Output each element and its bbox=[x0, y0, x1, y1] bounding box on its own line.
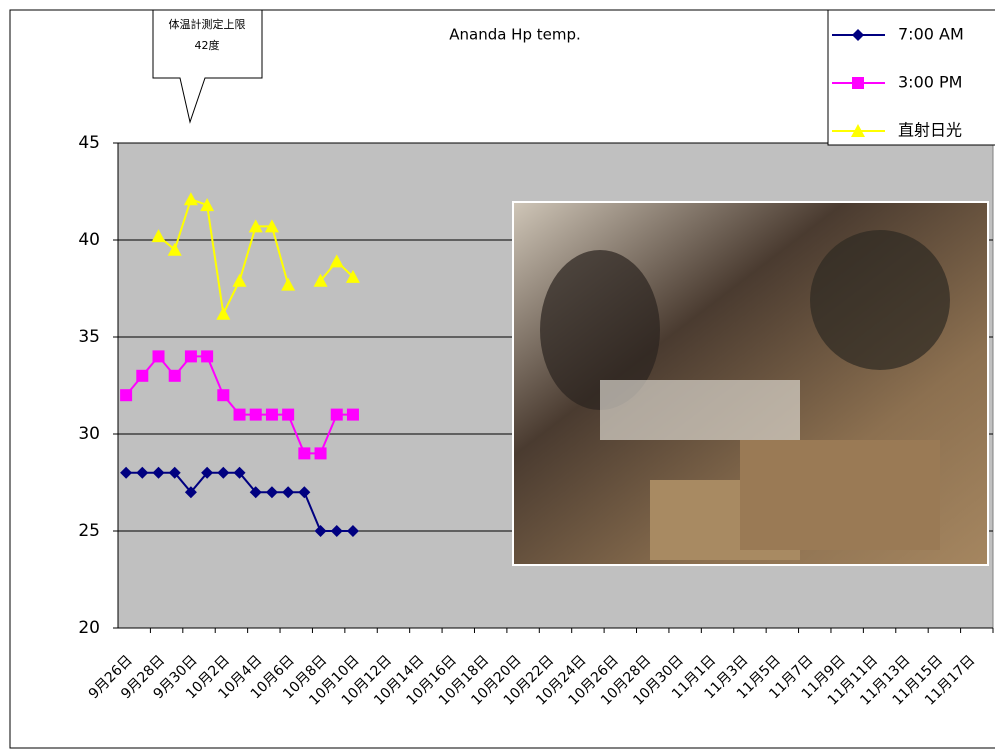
y-tick-label: 25 bbox=[78, 521, 100, 541]
marker bbox=[136, 369, 149, 382]
marker bbox=[200, 198, 215, 212]
chart-title: Ananda Hp temp. bbox=[449, 26, 581, 44]
marker bbox=[314, 447, 327, 460]
marker bbox=[168, 369, 181, 382]
y-tick-label: 20 bbox=[78, 618, 100, 638]
marker bbox=[345, 269, 360, 283]
marker bbox=[346, 525, 359, 537]
y-tick-label: 35 bbox=[78, 327, 100, 347]
marker bbox=[249, 486, 262, 499]
marker bbox=[167, 242, 182, 256]
marker bbox=[298, 486, 311, 499]
marker bbox=[281, 277, 296, 291]
y-tick-label: 45 bbox=[78, 133, 100, 153]
marker bbox=[851, 124, 865, 137]
marker bbox=[120, 466, 133, 479]
marker bbox=[184, 350, 197, 363]
annotation: 体温計測定上限 bbox=[169, 17, 246, 31]
marker bbox=[233, 466, 246, 479]
annotation: 42度 bbox=[195, 38, 220, 52]
marker bbox=[201, 466, 214, 479]
marker bbox=[120, 389, 133, 402]
marker bbox=[346, 408, 359, 421]
marker bbox=[852, 29, 864, 41]
marker bbox=[233, 408, 246, 421]
marker bbox=[282, 408, 295, 421]
marker bbox=[330, 408, 343, 421]
marker bbox=[264, 219, 279, 233]
marker bbox=[184, 486, 197, 499]
marker bbox=[201, 350, 214, 363]
photo bbox=[512, 201, 989, 566]
marker bbox=[282, 486, 295, 499]
marker bbox=[265, 408, 278, 421]
marker bbox=[217, 466, 230, 479]
marker bbox=[248, 219, 263, 233]
marker bbox=[265, 486, 278, 499]
y-tick-label: 40 bbox=[78, 230, 100, 250]
marker bbox=[298, 447, 311, 460]
legend-label: 直射日光 bbox=[898, 121, 962, 140]
marker bbox=[136, 466, 149, 479]
marker bbox=[329, 254, 344, 268]
marker bbox=[151, 229, 166, 243]
marker bbox=[217, 389, 230, 402]
legend-label: 3:00 PM bbox=[898, 73, 962, 92]
marker bbox=[852, 77, 864, 89]
marker bbox=[313, 273, 328, 287]
marker bbox=[330, 525, 343, 537]
marker bbox=[183, 192, 198, 206]
marker bbox=[314, 525, 327, 537]
marker bbox=[232, 273, 247, 287]
marker bbox=[168, 466, 181, 479]
marker bbox=[249, 408, 262, 421]
marker bbox=[152, 350, 165, 363]
callout: 体温計測定上限 42度 bbox=[152, 9, 263, 124]
marker bbox=[152, 466, 165, 479]
marker bbox=[216, 306, 231, 320]
y-tick-label: 30 bbox=[78, 424, 100, 444]
legend-label: 7:00 AM bbox=[898, 25, 964, 44]
